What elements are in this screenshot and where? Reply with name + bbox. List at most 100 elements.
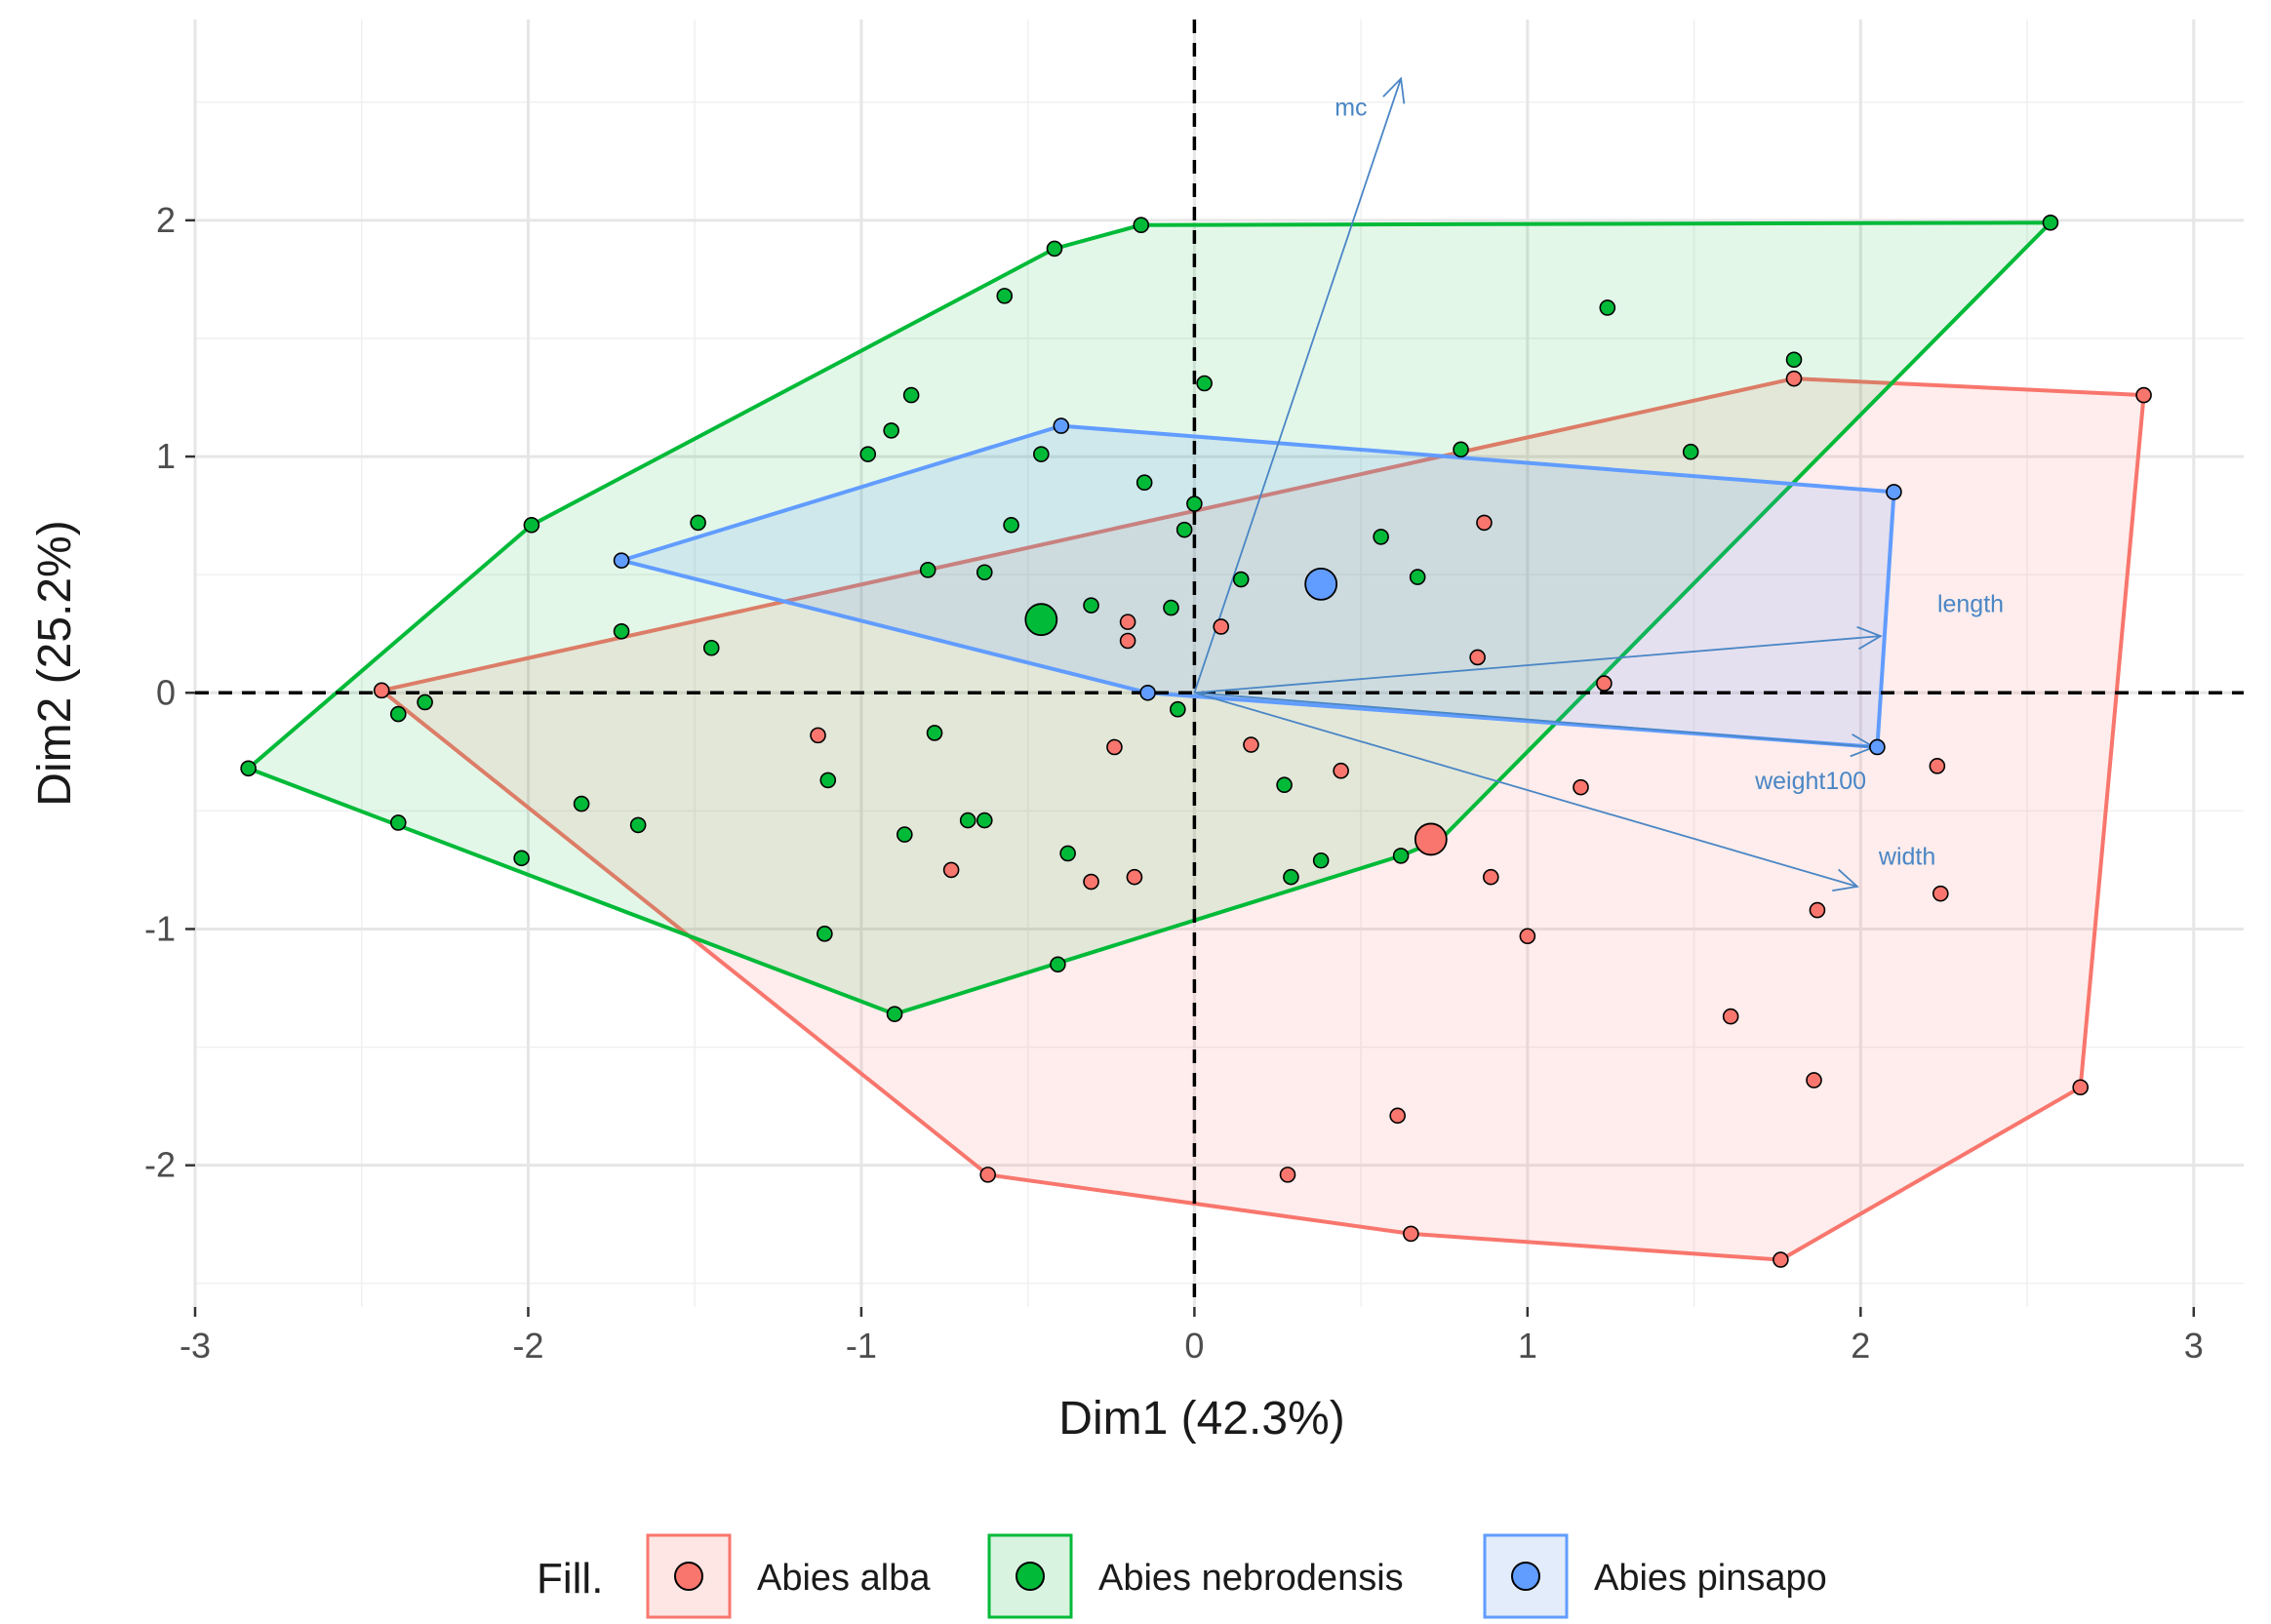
data-point [1126, 868, 1143, 886]
arrow-line-weight100 [1194, 692, 1875, 748]
data-point [1276, 776, 1293, 794]
data-point [629, 816, 647, 834]
data-point [613, 552, 630, 569]
data-point [1139, 684, 1156, 701]
arrow-head-mc [1382, 76, 1406, 104]
hull-abies-alba [379, 376, 2146, 1262]
data-point [1333, 762, 1349, 779]
arrow-width: width [1194, 692, 1935, 892]
zero-lines [195, 20, 2244, 1307]
data-point [996, 288, 1014, 304]
legend-swatch-abies-nebrodensis [1016, 1562, 1045, 1591]
data-point [1806, 1072, 1822, 1089]
arrow-length: length [1194, 590, 2004, 694]
data-point [1682, 443, 1699, 460]
data-point [1186, 495, 1203, 512]
data-point [883, 422, 899, 439]
data-point [1196, 375, 1213, 392]
data-point [1722, 1008, 1739, 1025]
data-point [1163, 599, 1179, 616]
data-point [959, 812, 976, 829]
data-point [979, 1167, 996, 1183]
y-axis-title: Dim2 (25.2%) [29, 520, 81, 806]
data-point [1573, 778, 1589, 796]
data-point [1175, 521, 1193, 538]
data-point [690, 514, 706, 532]
data-point [1599, 299, 1616, 316]
hull-polygons [246, 220, 2146, 1262]
data-point [886, 1006, 903, 1022]
data-point [976, 564, 993, 581]
arrow-mc: mc [1193, 76, 1406, 693]
data-point [1243, 736, 1259, 753]
data-point [373, 682, 390, 699]
arrow-label-width: width [1878, 843, 1935, 870]
centroid-abies-nebrodensis [1024, 603, 1058, 637]
data-point [896, 826, 913, 843]
data-point [1136, 474, 1153, 492]
data-point [1083, 873, 1099, 891]
legend-item-abies-alba: Abies alba [646, 1533, 931, 1619]
data-point [1773, 1251, 1789, 1268]
data-point [2072, 1079, 2089, 1096]
x-tick-label: 2 [1851, 1326, 1870, 1366]
data-point [1476, 514, 1493, 532]
data-point [1409, 569, 1426, 585]
legend-item-abies-nebrodensis: Abies nebrodensis [987, 1533, 1404, 1619]
variable-arrows: mc length weight100 width [1193, 76, 2004, 892]
x-tick-label: -3 [179, 1326, 211, 1366]
data-point [919, 562, 936, 578]
data-point [1785, 351, 1803, 369]
points-abies-nebrodensis [240, 214, 2059, 1022]
grid [193, 20, 2244, 1307]
data-point [389, 705, 407, 723]
legend: Fill. Abies alba Abies nebrodensis Abies… [537, 1533, 1827, 1619]
hull-abies-pinsapo [619, 423, 1896, 749]
data-point [1929, 758, 1946, 774]
data-point [1033, 446, 1050, 462]
data-point [1469, 649, 1486, 666]
legend-label-abies-nebrodensis: Abies nebrodensis [1098, 1558, 1404, 1599]
x-tick-label: 1 [1518, 1326, 1537, 1366]
data-points [240, 214, 2152, 1268]
data-point [1389, 1107, 1406, 1125]
group-centroids [1024, 567, 1448, 856]
data-point [389, 814, 407, 831]
x-tick-label: -2 [512, 1326, 543, 1366]
data-point [1453, 441, 1469, 458]
arrow-weight100: weight100 [1194, 692, 1877, 795]
data-point [240, 760, 257, 777]
data-point [1312, 852, 1330, 869]
y-tick-label: 2 [156, 200, 176, 240]
data-point [1213, 618, 1230, 635]
arrow-label-weight100: weight100 [1754, 768, 1866, 795]
data-point [1106, 738, 1123, 756]
data-point [1083, 597, 1099, 614]
data-point [859, 446, 877, 462]
legend-label-abies-pinsapo: Abies pinsapo [1594, 1558, 1827, 1599]
axes: -3 -2 -1 0 1 2 3 -2 -1 0 1 2 [144, 200, 2204, 1366]
data-point [902, 386, 920, 404]
centroid-abies-pinsapo [1304, 567, 1338, 601]
data-point [2135, 386, 2152, 404]
data-point [1232, 571, 1250, 588]
data-point [1596, 675, 1613, 692]
data-point [1886, 484, 1902, 500]
arrow-head-width [1832, 868, 1859, 892]
data-point [1373, 529, 1389, 545]
legend-item-abies-pinsapo: Abies pinsapo [1483, 1533, 1827, 1619]
data-point [926, 725, 943, 741]
data-point [1003, 517, 1019, 534]
y-tick-label: 0 [156, 672, 176, 712]
data-point [819, 772, 837, 789]
arrow-line-mc [1193, 78, 1402, 693]
x-tick-label: 0 [1184, 1326, 1204, 1366]
data-point [523, 517, 540, 534]
data-point [1050, 956, 1066, 973]
data-point [1519, 928, 1536, 945]
data-point [2042, 214, 2059, 231]
legend-title: Fill. [537, 1555, 603, 1603]
data-point [1053, 417, 1070, 434]
y-tick-label: 1 [156, 436, 176, 476]
